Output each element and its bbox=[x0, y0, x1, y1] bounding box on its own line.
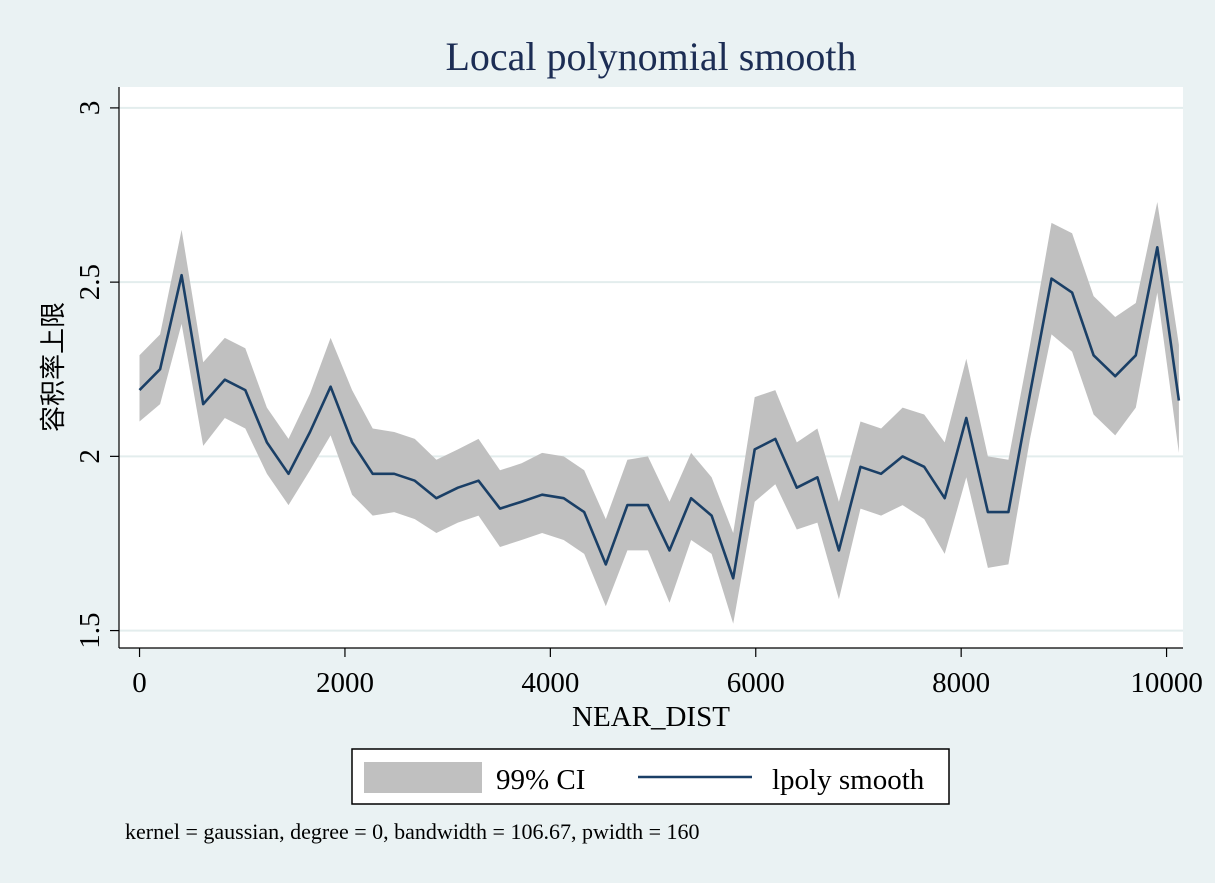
smooth-point bbox=[1071, 291, 1074, 294]
x-tick-label: 2000 bbox=[316, 667, 374, 699]
x-tick-label: 8000 bbox=[932, 667, 990, 699]
smooth-point bbox=[138, 389, 141, 392]
smooth-point bbox=[499, 507, 502, 510]
plot-area bbox=[119, 87, 1183, 648]
smooth-point bbox=[626, 504, 629, 507]
smooth-point bbox=[690, 497, 693, 500]
x-tick-label: 6000 bbox=[727, 667, 785, 699]
x-axis-title: NEAR_DIST bbox=[572, 701, 730, 733]
smooth-point bbox=[562, 497, 565, 500]
y-tick-label: 2.5 bbox=[74, 264, 106, 300]
smooth-point bbox=[413, 479, 416, 482]
y-axis-ticks: 1.5 2 2.5 3 bbox=[74, 101, 119, 649]
smooth-point bbox=[837, 549, 840, 552]
smooth-point bbox=[202, 403, 205, 406]
smooth-point bbox=[646, 504, 649, 507]
smooth-point bbox=[901, 455, 904, 458]
smooth-point bbox=[774, 437, 777, 440]
smooth-point bbox=[371, 472, 374, 475]
smooth-point bbox=[265, 441, 268, 444]
smooth-point bbox=[583, 511, 586, 514]
smooth-point bbox=[986, 511, 989, 514]
legend-ci-swatch bbox=[364, 762, 482, 793]
smooth-point bbox=[923, 465, 926, 468]
smooth-point bbox=[180, 274, 183, 277]
x-tick-label: 4000 bbox=[521, 667, 579, 699]
lpoly-smooth-line bbox=[138, 246, 1181, 580]
smooth-point bbox=[477, 479, 480, 482]
x-tick-label: 0 bbox=[132, 667, 147, 699]
smooth-point bbox=[309, 431, 312, 434]
smooth-point bbox=[1007, 511, 1010, 514]
smooth-point bbox=[244, 389, 247, 392]
smooth-point bbox=[668, 549, 671, 552]
smooth-point bbox=[965, 417, 968, 420]
smooth-point bbox=[604, 563, 607, 566]
smooth-point bbox=[1156, 246, 1159, 249]
ci-band-area bbox=[139, 202, 1179, 624]
smooth-point bbox=[1114, 375, 1117, 378]
smooth-point bbox=[223, 378, 226, 381]
smooth-point bbox=[351, 441, 354, 444]
x-tick-label: 10000 bbox=[1130, 667, 1203, 699]
smooth-point bbox=[520, 500, 523, 503]
smooth-point bbox=[732, 577, 735, 580]
chart-title: Local polynomial smooth bbox=[445, 34, 856, 79]
legend-line-label: lpoly smooth bbox=[772, 764, 925, 796]
x-axis-ticks: 0 2000 4000 6000 8000 10000 bbox=[132, 648, 1203, 699]
smooth-point bbox=[287, 472, 290, 475]
y-axis-title: 容积率上限 bbox=[39, 302, 69, 432]
smooth-point bbox=[1029, 392, 1032, 395]
y-tick-label: 2 bbox=[74, 449, 106, 464]
smooth-point bbox=[816, 476, 819, 479]
y-tick-label: 1.5 bbox=[74, 612, 106, 648]
smooth-point bbox=[795, 486, 798, 489]
smooth-point bbox=[1134, 354, 1137, 357]
smooth-point bbox=[435, 497, 438, 500]
smooth-point bbox=[710, 514, 713, 517]
smooth-point bbox=[753, 448, 756, 451]
chart-note: kernel = gaussian, degree = 0, bandwidth… bbox=[125, 819, 699, 844]
legend-ci-label: 99% CI bbox=[496, 764, 585, 796]
y-tick-label: 3 bbox=[74, 101, 106, 116]
smooth-point bbox=[943, 497, 946, 500]
smooth-point bbox=[393, 472, 396, 475]
smooth-point bbox=[456, 486, 459, 489]
smooth-point bbox=[541, 493, 544, 496]
smooth-point bbox=[859, 465, 862, 468]
smooth-point bbox=[1092, 354, 1095, 357]
smooth-point bbox=[880, 472, 883, 475]
smooth-point bbox=[1177, 399, 1180, 402]
legend: 99% CI lpoly smooth bbox=[351, 748, 950, 805]
smooth-point bbox=[159, 368, 162, 371]
smooth-point bbox=[1050, 277, 1053, 280]
smooth-point bbox=[329, 385, 332, 388]
